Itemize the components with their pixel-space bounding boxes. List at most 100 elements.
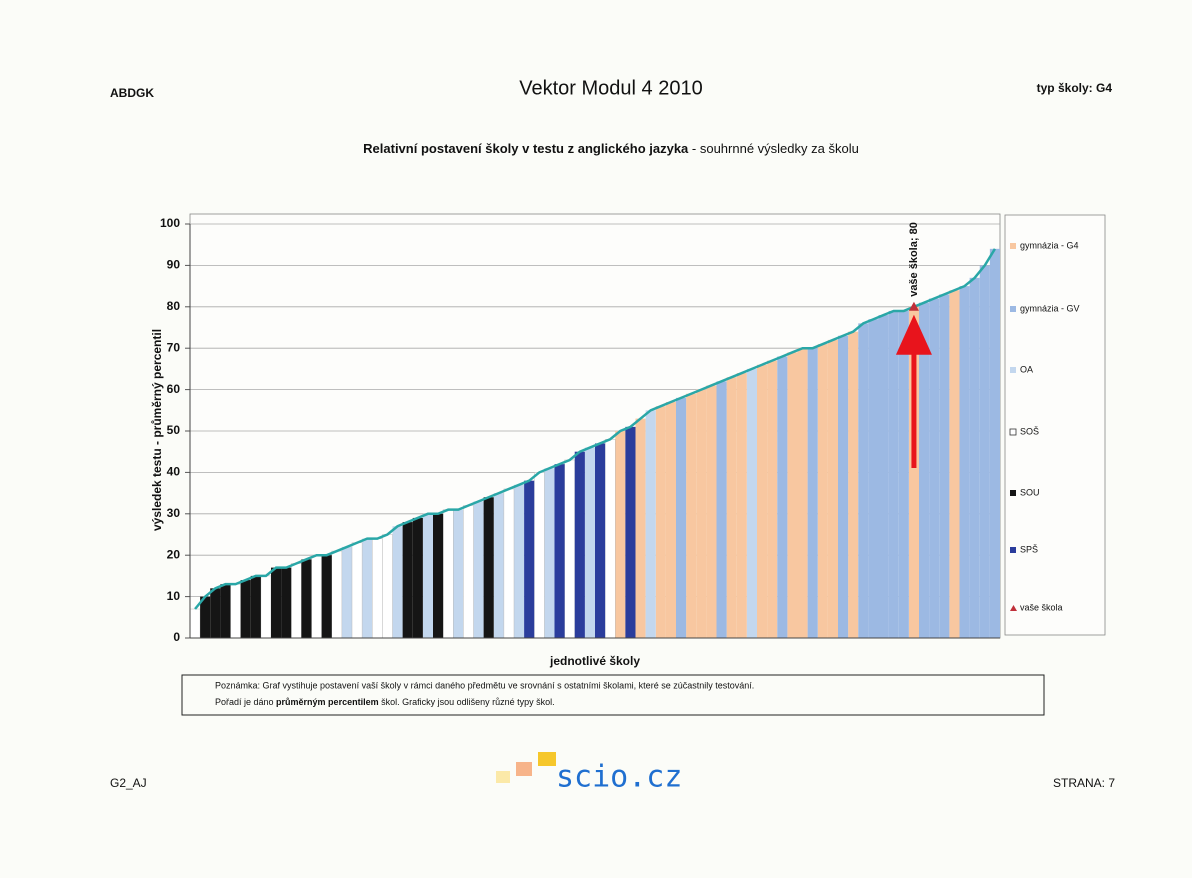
y-tick-label: 0: [173, 630, 180, 644]
logo-square: [496, 771, 510, 783]
bar: [615, 431, 626, 638]
chart-title: Relativní postavení školy v testu z angl…: [363, 141, 859, 156]
bar: [595, 443, 606, 638]
bar: [422, 513, 433, 638]
bar: [463, 505, 474, 639]
bar: [959, 286, 970, 638]
legend-label: SPŠ: [1020, 544, 1038, 554]
bar: [797, 348, 808, 638]
y-tick-label: 40: [167, 465, 181, 479]
bar: [321, 555, 332, 638]
bar: [433, 513, 444, 638]
bar: [301, 559, 312, 638]
bar: [878, 315, 889, 638]
bar: [250, 575, 261, 638]
bar: [645, 410, 656, 638]
bar: [341, 546, 352, 638]
legend-swatch: [1010, 490, 1016, 496]
bar: [949, 290, 960, 638]
bar: [311, 554, 322, 639]
bar: [392, 526, 403, 638]
legend-swatch: [1010, 243, 1016, 249]
bar: [767, 360, 778, 638]
bar: [787, 352, 798, 638]
bar: [696, 389, 707, 638]
bar: [372, 538, 383, 639]
bar: [898, 310, 909, 638]
bar: [635, 418, 646, 638]
bar: [402, 522, 413, 638]
legend-label: vaše škola: [1020, 602, 1063, 612]
bar: [706, 385, 717, 638]
bar: [362, 538, 373, 638]
header-left: ABDGK: [110, 86, 154, 100]
bar: [969, 277, 980, 638]
marker: [908, 301, 919, 311]
bar: [757, 364, 768, 638]
chart-title-bold: Relativní postavení školy v testu z angl…: [363, 141, 689, 156]
logo-square: [516, 762, 532, 776]
bar: [827, 339, 838, 638]
logo-square: [538, 752, 556, 766]
arrow-head: [895, 314, 932, 355]
bar: [503, 488, 515, 639]
bar: [807, 348, 818, 638]
bar: [534, 472, 545, 639]
bar: [908, 306, 919, 638]
bar: [473, 501, 484, 638]
bar: [655, 406, 666, 638]
bar: [868, 319, 879, 638]
bar: [858, 323, 869, 638]
note-line: Poznámka: Graf vystihuje postavení vaší …: [215, 680, 754, 690]
bar: [200, 596, 211, 638]
note-line: Pořadí je dáno průměrným percentilem ško…: [215, 697, 555, 707]
bar: [331, 550, 343, 639]
header-title: Vektor Modul 4 2010: [519, 77, 702, 99]
y-tick-label: 60: [167, 382, 181, 396]
note-text: škol. Graficky jsou odlišeny různé typy …: [379, 697, 555, 707]
bar: [848, 331, 859, 638]
data-label: vaše škola; 80: [908, 222, 920, 297]
line: [194, 248, 997, 610]
bar: [351, 542, 363, 639]
bar: [544, 468, 555, 638]
note-bold: průměrným percentilem: [276, 697, 379, 707]
legend-label: OA: [1020, 364, 1033, 374]
bar: [777, 356, 788, 638]
note-box: [181, 674, 1045, 716]
bar: [665, 402, 676, 638]
bar: [726, 377, 737, 638]
bar: [453, 509, 464, 638]
bar: [189, 608, 201, 639]
legend-swatch: [1010, 367, 1016, 373]
chart: 0 10 20 30 40 50 60 70 80 90 100 vaše škola; 80 gymn…: [160, 213, 1106, 644]
bar: [625, 426, 636, 638]
bar: [230, 583, 241, 639]
bar: [220, 584, 231, 638]
note-text: Pořadí je dáno: [215, 697, 276, 707]
legend-swatch: [1010, 605, 1017, 611]
header-right: typ školy: G4: [1037, 81, 1113, 95]
bar: [676, 397, 687, 638]
y-tick-label: 30: [167, 506, 181, 520]
bar: [574, 451, 585, 638]
bar: [604, 439, 616, 639]
bar: [989, 248, 1000, 638]
legend-swatch: [1010, 306, 1016, 312]
legend-swatch: [1010, 547, 1016, 553]
bar: [281, 567, 292, 638]
y-tick-label: 90: [167, 258, 181, 272]
y-axis-label: výsledek testu - průměrný percentil: [150, 329, 164, 531]
logo-text: scio.cz: [556, 760, 682, 795]
footer-left: G2_AJ: [110, 776, 147, 790]
y-tick-label: 50: [167, 423, 181, 437]
bar: [817, 344, 828, 638]
legend-label: gymnázia - GV: [1020, 303, 1080, 313]
bar: [838, 335, 849, 638]
bar: [514, 484, 525, 638]
y-tick-label: 20: [167, 547, 181, 561]
bar: [919, 302, 930, 638]
x-axis-label: jednotlivé školy: [549, 654, 640, 668]
bar: [584, 447, 595, 638]
